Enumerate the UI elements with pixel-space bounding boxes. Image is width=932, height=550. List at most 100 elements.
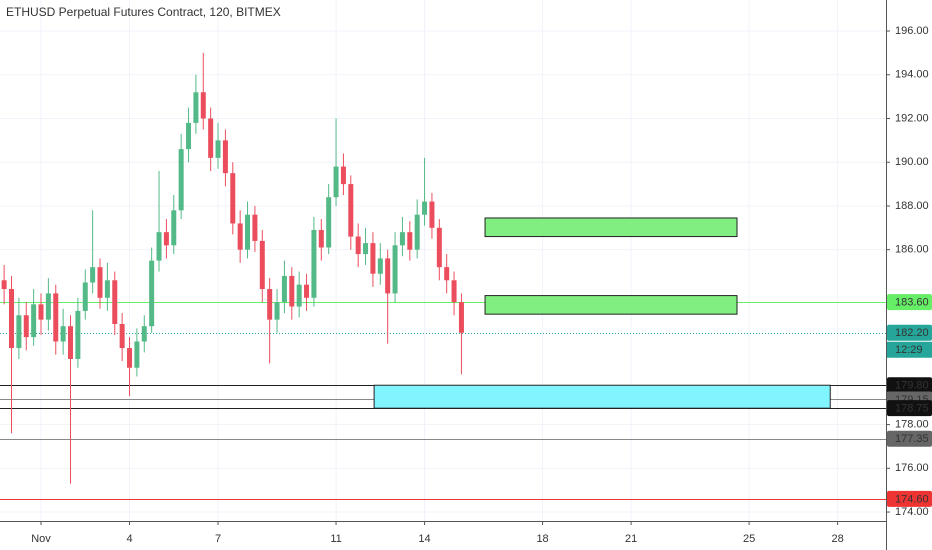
candle-body <box>259 240 265 290</box>
candle-body <box>237 223 243 250</box>
x-tick-label: 21 <box>625 533 637 545</box>
candle-body <box>289 275 295 307</box>
y-tick-label: 176.00 <box>895 462 929 474</box>
candle-body <box>281 275 287 303</box>
candle-body <box>68 326 74 359</box>
price-label: 179.80 <box>895 380 929 392</box>
zone-box <box>484 295 738 315</box>
candle-body <box>97 267 103 298</box>
price-label-bg <box>887 324 932 341</box>
price-label: 183.60 <box>895 297 929 309</box>
candle-body <box>222 140 228 174</box>
candle-body <box>348 184 354 237</box>
countdown-label: 12:29 <box>895 344 923 356</box>
candle-body <box>451 280 457 303</box>
x-tick-label: 4 <box>126 533 132 545</box>
chart-title: ETHUSD Perpetual Futures Contract, 120, … <box>6 5 281 19</box>
candle-body <box>119 324 125 349</box>
candle-body <box>215 140 221 158</box>
candle-body <box>90 267 96 283</box>
candle-body <box>458 302 464 333</box>
zone-box <box>484 217 738 238</box>
candle-body <box>414 214 420 250</box>
price-label: 182.20 <box>895 327 929 339</box>
x-tick-label: 11 <box>330 533 341 545</box>
candle-body <box>127 348 133 368</box>
candle-body <box>38 304 44 320</box>
candle-body <box>178 149 184 211</box>
candle-body <box>333 166 339 198</box>
price-label: 174.60 <box>895 493 929 505</box>
candle-body <box>112 280 118 325</box>
price-label-bg <box>887 430 932 447</box>
y-tick-label: 196.00 <box>895 25 929 37</box>
candle-body <box>208 118 214 158</box>
candle-body <box>53 293 59 342</box>
candle-body <box>267 289 273 320</box>
candle-body <box>370 243 376 274</box>
y-tick-label: 174.00 <box>895 506 929 518</box>
candle-body <box>16 315 22 349</box>
zone-box <box>373 384 831 409</box>
marks <box>1 52 831 484</box>
candle-body <box>399 232 405 246</box>
candle-body <box>436 227 442 268</box>
x-tick-label: 28 <box>831 533 843 545</box>
price-label-bg <box>887 400 932 417</box>
x-tick-label: Nov <box>31 533 51 545</box>
candle-body <box>134 341 140 368</box>
candle-body <box>156 232 162 261</box>
candle-body <box>82 282 88 311</box>
y-tick-label: 188.00 <box>895 200 929 212</box>
candle-body <box>392 245 398 294</box>
candle-body <box>193 92 199 123</box>
candle-body <box>186 122 192 150</box>
y-tick-label: 190.00 <box>895 156 929 168</box>
candle-body <box>171 210 177 246</box>
price-label: 177.35 <box>895 433 929 445</box>
candle-body <box>274 302 280 320</box>
candle-body <box>104 280 110 298</box>
candle-body <box>318 230 324 248</box>
y-tick-label: 186.00 <box>895 244 929 256</box>
candle-body <box>45 293 51 320</box>
candle-body <box>1 280 7 290</box>
candle-body <box>75 310 81 359</box>
candle-body <box>385 258 391 294</box>
candle-body <box>407 232 413 250</box>
candle-body <box>311 230 317 298</box>
candle-body <box>355 236 361 255</box>
candle-body <box>163 232 169 246</box>
candle-body <box>200 92 206 119</box>
candle-body <box>326 197 332 248</box>
candle-body <box>363 243 369 255</box>
candle-body <box>31 304 37 338</box>
candle-body <box>377 258 383 274</box>
countdown-bg <box>887 341 932 358</box>
x-tick-label: 18 <box>536 533 548 545</box>
candle-body <box>340 166 346 185</box>
candle-body <box>23 315 29 338</box>
candle-body <box>422 201 428 215</box>
price-label: 178.75 <box>895 403 929 415</box>
price-label-bg <box>887 490 932 507</box>
candle-body <box>245 214 251 250</box>
y-tick-label: 194.00 <box>895 69 929 81</box>
y-tick-label: 192.00 <box>895 112 929 124</box>
candle-body <box>296 284 302 307</box>
candle-body <box>60 326 66 342</box>
candle-body <box>252 214 258 241</box>
price-label-bg <box>887 294 932 311</box>
x-tick-label: 7 <box>215 533 221 545</box>
x-tick-label: 14 <box>418 533 430 545</box>
price-label-bg <box>887 377 932 394</box>
candle-body <box>429 201 435 228</box>
x-tick-label: 25 <box>743 533 755 545</box>
candle-body <box>9 289 15 349</box>
candle-body <box>304 284 310 298</box>
candle-body <box>444 267 450 281</box>
candle-body <box>230 173 236 224</box>
candle-body <box>149 260 155 327</box>
